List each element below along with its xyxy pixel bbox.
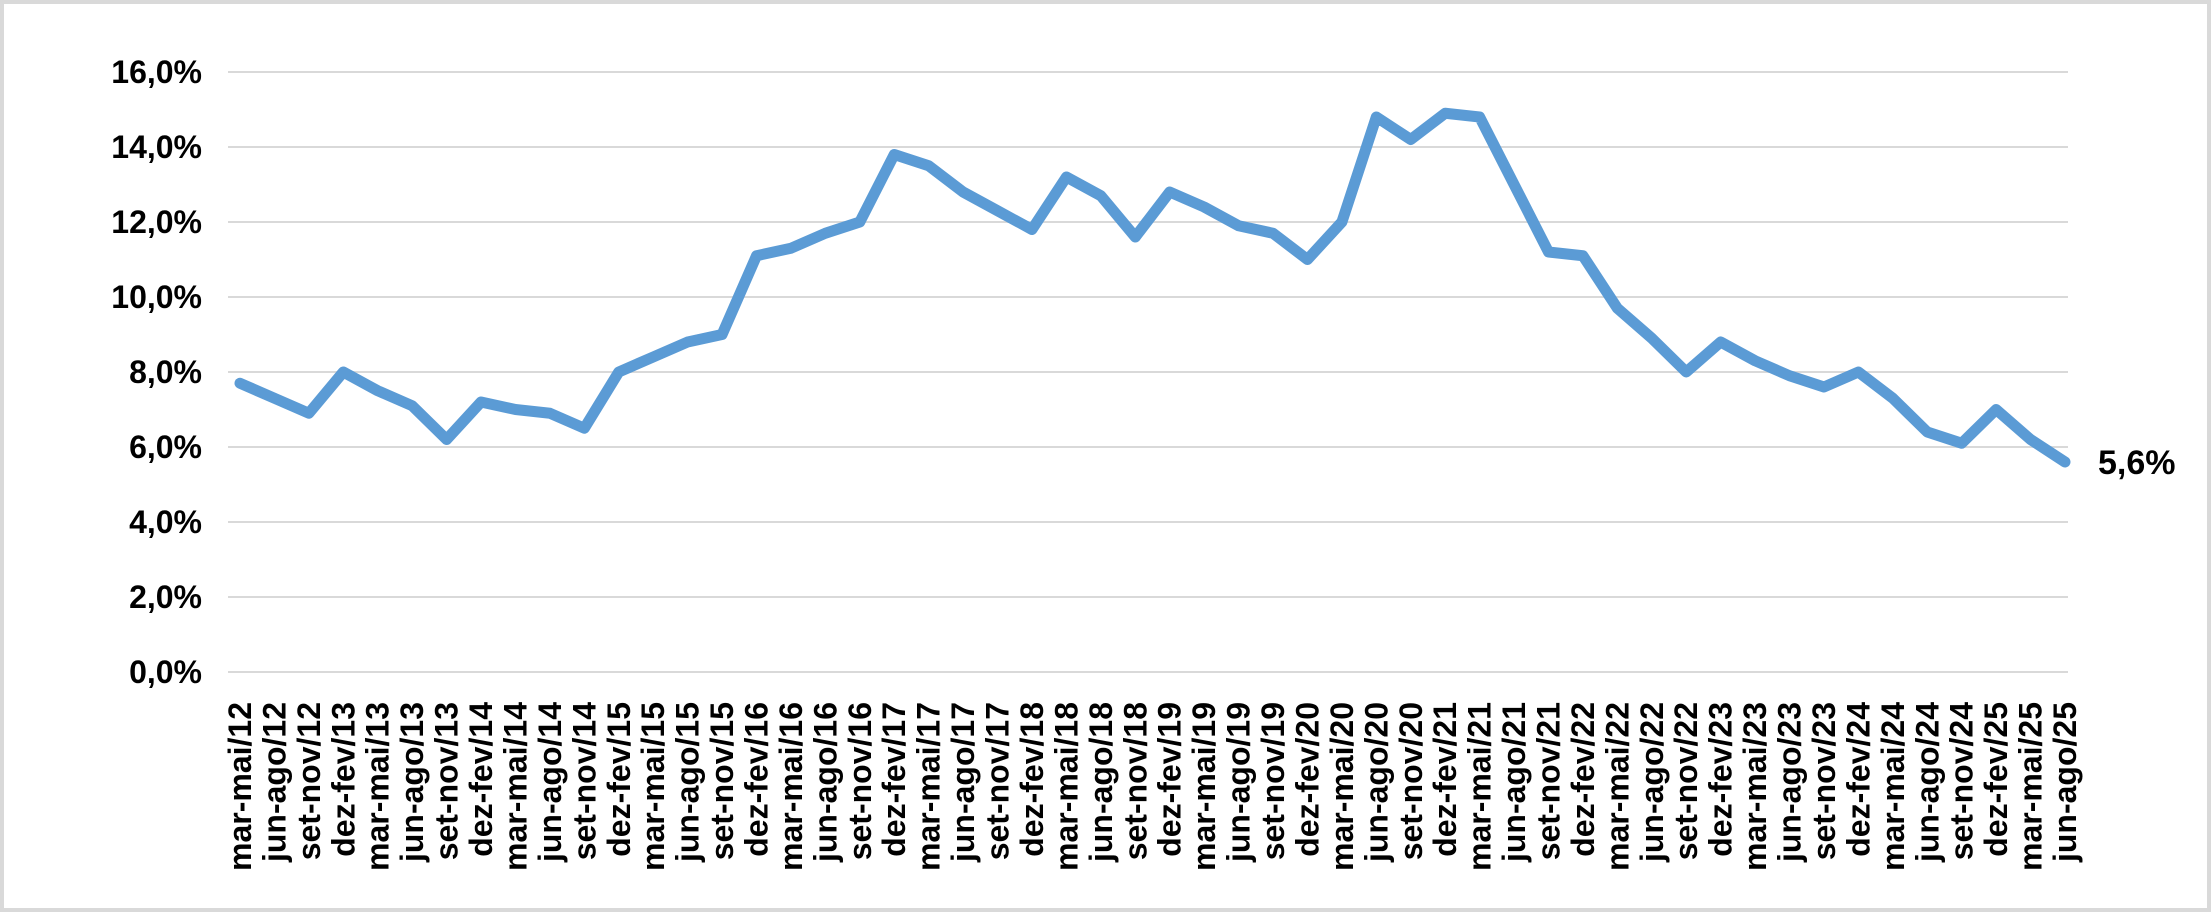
x-axis-label: dez-fev/20	[1289, 702, 1325, 857]
x-axis-label: set-nov/15	[704, 702, 740, 860]
x-axis-label: jun-ago/12	[256, 702, 292, 863]
x-axis-label: set-nov/19	[1255, 702, 1291, 860]
x-axis-label: jun-ago/14	[532, 702, 568, 863]
x-axis-label: mar-mai/12	[222, 702, 258, 871]
x-axis-label: set-nov/13	[429, 702, 465, 860]
x-axis-label: set-nov/12	[291, 702, 327, 860]
x-axis-label: jun-ago/22	[1634, 702, 1670, 863]
y-axis-label: 4,0%	[129, 504, 202, 540]
x-axis-label: mar-mai/18	[1048, 702, 1084, 871]
x-axis-label: jun-ago/23	[1772, 702, 1808, 863]
x-axis-label: dez-fev/14	[463, 702, 499, 857]
y-axis-label: 14,0%	[111, 129, 202, 165]
series-line	[234, 107, 2071, 468]
y-axis-label: 6,0%	[129, 429, 202, 465]
x-axis-label: mar-mai/25	[2013, 702, 2049, 871]
x-axis-label: set-nov/14	[566, 702, 602, 860]
x-axis-label: set-nov/16	[842, 702, 878, 860]
x-axis-label: dez-fev/24	[1840, 702, 1876, 857]
x-axis-label: mar-mai/13	[360, 702, 396, 871]
x-axis-label: jun-ago/19	[1221, 702, 1257, 863]
x-axis-label: dez-fev/16	[739, 702, 775, 857]
x-axis-label: set-nov/20	[1393, 702, 1429, 860]
x-axis-label: mar-mai/16	[773, 702, 809, 871]
x-axis-label: dez-fev/25	[1978, 702, 2014, 857]
y-axis-label: 16,0%	[111, 54, 202, 90]
x-axis-label: jun-ago/18	[1083, 702, 1119, 863]
x-axis-label: mar-mai/23	[1737, 702, 1773, 871]
x-axis-label: jun-ago/17	[945, 702, 981, 863]
x-axis-label: set-nov/17	[980, 702, 1016, 860]
x-axis-label: mar-mai/14	[497, 702, 533, 871]
x-axis-label: jun-ago/16	[807, 702, 843, 863]
x-axis-label: set-nov/24	[1944, 702, 1980, 860]
x-axis-label: mar-mai/19	[1186, 702, 1222, 871]
x-axis-label: dez-fev/15	[601, 702, 637, 857]
x-axis-label: set-nov/22	[1668, 702, 1704, 860]
y-axis-label: 12,0%	[111, 204, 202, 240]
x-axis-label: mar-mai/22	[1599, 702, 1635, 871]
x-axis-label: jun-ago/25	[2047, 702, 2083, 863]
x-axis-label: mar-mai/15	[635, 702, 671, 871]
x-axis-label: dez-fev/23	[1703, 702, 1739, 857]
x-axis-label: jun-ago/15	[670, 702, 706, 863]
x-axis-label: dez-fev/18	[1014, 702, 1050, 857]
x-axis-label: dez-fev/22	[1565, 702, 1601, 857]
x-axis-label: mar-mai/20	[1324, 702, 1360, 871]
x-axis-label: jun-ago/21	[1496, 702, 1532, 863]
x-axis-label: jun-ago/20	[1358, 702, 1394, 863]
x-axis-label: jun-ago/13	[394, 702, 430, 863]
x-axis-label: dez-fev/13	[325, 702, 361, 857]
x-axis-label: set-nov/21	[1530, 702, 1566, 860]
y-axis-label: 0,0%	[129, 654, 202, 690]
x-axis-label: set-nov/18	[1117, 702, 1153, 860]
x-axis-label: dez-fev/21	[1427, 702, 1463, 857]
y-axis-label: 10,0%	[111, 279, 202, 315]
x-axis-label: dez-fev/17	[876, 702, 912, 857]
y-axis-label: 8,0%	[129, 354, 202, 390]
x-axis-label: dez-fev/19	[1152, 702, 1188, 857]
x-axis-label: mar-mai/24	[1875, 702, 1911, 871]
x-axis-label: set-nov/23	[1806, 702, 1842, 860]
unemployment-rate-chart: 0,0% 2,0% 4,0% 6,0% 8,0% 10,0% 12,0% 14,0% 16,0%…	[111, 54, 2176, 871]
x-axis-label: mar-mai/21	[1462, 702, 1498, 871]
data-label-last-value: 5,6%	[2098, 444, 2176, 482]
y-axis-label: 2,0%	[129, 579, 202, 615]
x-axis-label: mar-mai/17	[911, 702, 947, 871]
x-axis-label: jun-ago/24	[1909, 702, 1945, 863]
